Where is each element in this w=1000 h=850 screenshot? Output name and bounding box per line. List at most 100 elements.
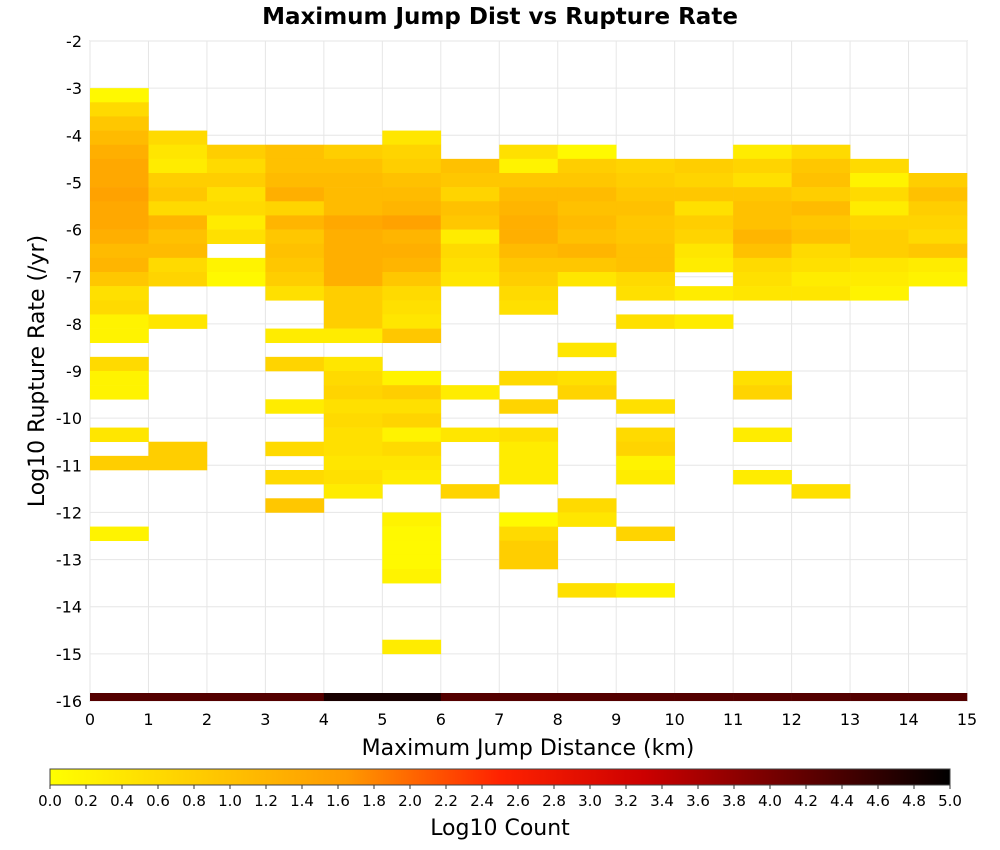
- heatmap-cell-6: [90, 173, 149, 188]
- heatmap-cell-150: [499, 554, 559, 570]
- heatmap-cell-229: [850, 257, 909, 273]
- bottom-row-cell-13: [850, 693, 909, 701]
- heatmap-cell-128: [440, 484, 500, 499]
- bottom-row-cell-9: [616, 693, 675, 701]
- heatmap-cell-209: [733, 470, 792, 485]
- bottom-row-cells: [90, 693, 968, 701]
- heatmap-cell-82: [323, 413, 383, 428]
- heatmap-cell-189: [674, 215, 734, 230]
- heatmap-cell-197: [733, 173, 792, 188]
- heatmap-cell-32: [148, 243, 208, 259]
- heatmap-cell-131: [499, 173, 559, 188]
- bottom-row-cell-4: [323, 693, 383, 701]
- heatmap-cell-5: [90, 158, 149, 174]
- heatmap-cell-202: [733, 243, 792, 259]
- heatmap-cell-119: [440, 187, 500, 202]
- x-tick-label-6: 6: [436, 710, 446, 729]
- heatmap-cell-186: [674, 173, 734, 188]
- heatmap-cell-20: [90, 385, 149, 400]
- x-tick-label-13: 13: [840, 710, 860, 729]
- heatmap-cell-84: [323, 441, 383, 457]
- heatmap-cell-185: [674, 158, 734, 174]
- heatmap-cell-224: [850, 187, 909, 202]
- y-tick-label-13: -3: [66, 79, 82, 98]
- heatmap-cell-76: [323, 314, 383, 329]
- heatmap-cell-147: [499, 512, 559, 527]
- colorbar-tick-label-23: 4.6: [866, 792, 890, 810]
- heatmap-cell-172: [616, 229, 675, 245]
- heatmap-cell-177: [616, 314, 675, 329]
- heatmap-cell-174: [616, 257, 675, 273]
- heatmap-cell-8: [90, 201, 149, 216]
- colorbar-tick-label-9: 1.8: [362, 792, 386, 810]
- heatmap-cell-162: [557, 371, 617, 386]
- colorbar-tick-label-6: 1.2: [254, 792, 278, 810]
- heatmap-cell-79: [323, 371, 383, 386]
- y-tick-label-8: -8: [66, 315, 82, 334]
- heatmap-cell-47: [265, 144, 325, 160]
- heatmap-cell-121: [440, 215, 500, 230]
- heatmap-cell-124: [440, 257, 500, 273]
- heatmap-cell-87: [323, 484, 383, 499]
- colorbar-tick-label-25: 5.0: [938, 792, 962, 810]
- heatmap-cell-68: [323, 201, 383, 216]
- heatmap-cell-30: [148, 215, 208, 230]
- heatmap-cell-206: [733, 371, 792, 386]
- heatmap-cell-141: [499, 371, 559, 386]
- heatmap-cell-181: [616, 455, 675, 471]
- colorbar-tick-label-16: 3.2: [614, 792, 638, 810]
- bottom-row-cell-14: [908, 693, 968, 701]
- heatmap-cell-139: [499, 286, 559, 301]
- heatmap-cell-88: [382, 130, 442, 146]
- heatmap-cell-142: [499, 399, 559, 414]
- heatmap-cell-129: [499, 144, 559, 160]
- heatmap-cell-217: [791, 243, 851, 259]
- bottom-row-cell-1: [148, 693, 208, 701]
- heatmap-cell-46: [206, 272, 266, 287]
- heatmap-cell-83: [323, 427, 383, 443]
- heatmap-cell-23: [90, 526, 149, 542]
- heatmap-cell-125: [440, 272, 500, 287]
- heatmap-cell-167: [616, 158, 675, 174]
- bottom-row-cell-3: [265, 693, 325, 701]
- heatmap-cell-21: [90, 427, 149, 443]
- x-tick-label-11: 11: [723, 710, 743, 729]
- heatmap-cell-156: [557, 215, 617, 230]
- heatmap-cell-178: [616, 399, 675, 414]
- heatmap-cell-107: [382, 427, 442, 443]
- heatmap-cell-64: [323, 144, 383, 160]
- heatmap-cell-59: [265, 356, 325, 372]
- x-tick-label-8: 8: [553, 710, 563, 729]
- heatmap-cell-14: [90, 286, 149, 301]
- heatmap-cell-25: [148, 144, 208, 160]
- heatmap-cell-233: [908, 187, 968, 202]
- y-tick-label-2: -14: [56, 598, 82, 617]
- heatmap-cell-78: [323, 356, 383, 372]
- heatmap-cell-157: [557, 229, 617, 245]
- heatmap-cell-190: [674, 229, 734, 245]
- x-tick-label-1: 1: [143, 710, 153, 729]
- bottom-row-cell-10: [674, 693, 734, 701]
- colorbar-tick-label-18: 3.6: [686, 792, 710, 810]
- heatmap-cell-65: [323, 158, 383, 174]
- heatmap-cell-90: [382, 158, 442, 174]
- heatmap-cell-28: [148, 187, 208, 202]
- heatmap-cell-98: [382, 272, 442, 287]
- heatmap-cell-112: [382, 526, 442, 542]
- heatmap-cell-235: [908, 215, 968, 230]
- heatmap-cell-134: [499, 215, 559, 230]
- colorbar-label: Log10 Count: [430, 816, 570, 841]
- heatmap-cell-215: [791, 215, 851, 230]
- colorbar-tick-label-1: 0.2: [74, 792, 98, 810]
- heatmap-cell-70: [323, 229, 383, 245]
- heatmap-cell-195: [733, 144, 792, 160]
- bottom-row-cell-5: [382, 693, 442, 701]
- heatmap-cell-10: [90, 229, 149, 245]
- heatmap-cell-26: [148, 158, 208, 174]
- heatmap-cell-114: [382, 554, 442, 570]
- heatmap-cell-9: [90, 215, 149, 230]
- heatmap-cell-184: [616, 583, 675, 598]
- heatmap-cell-74: [323, 286, 383, 301]
- y-tick-label-14: -2: [66, 32, 82, 51]
